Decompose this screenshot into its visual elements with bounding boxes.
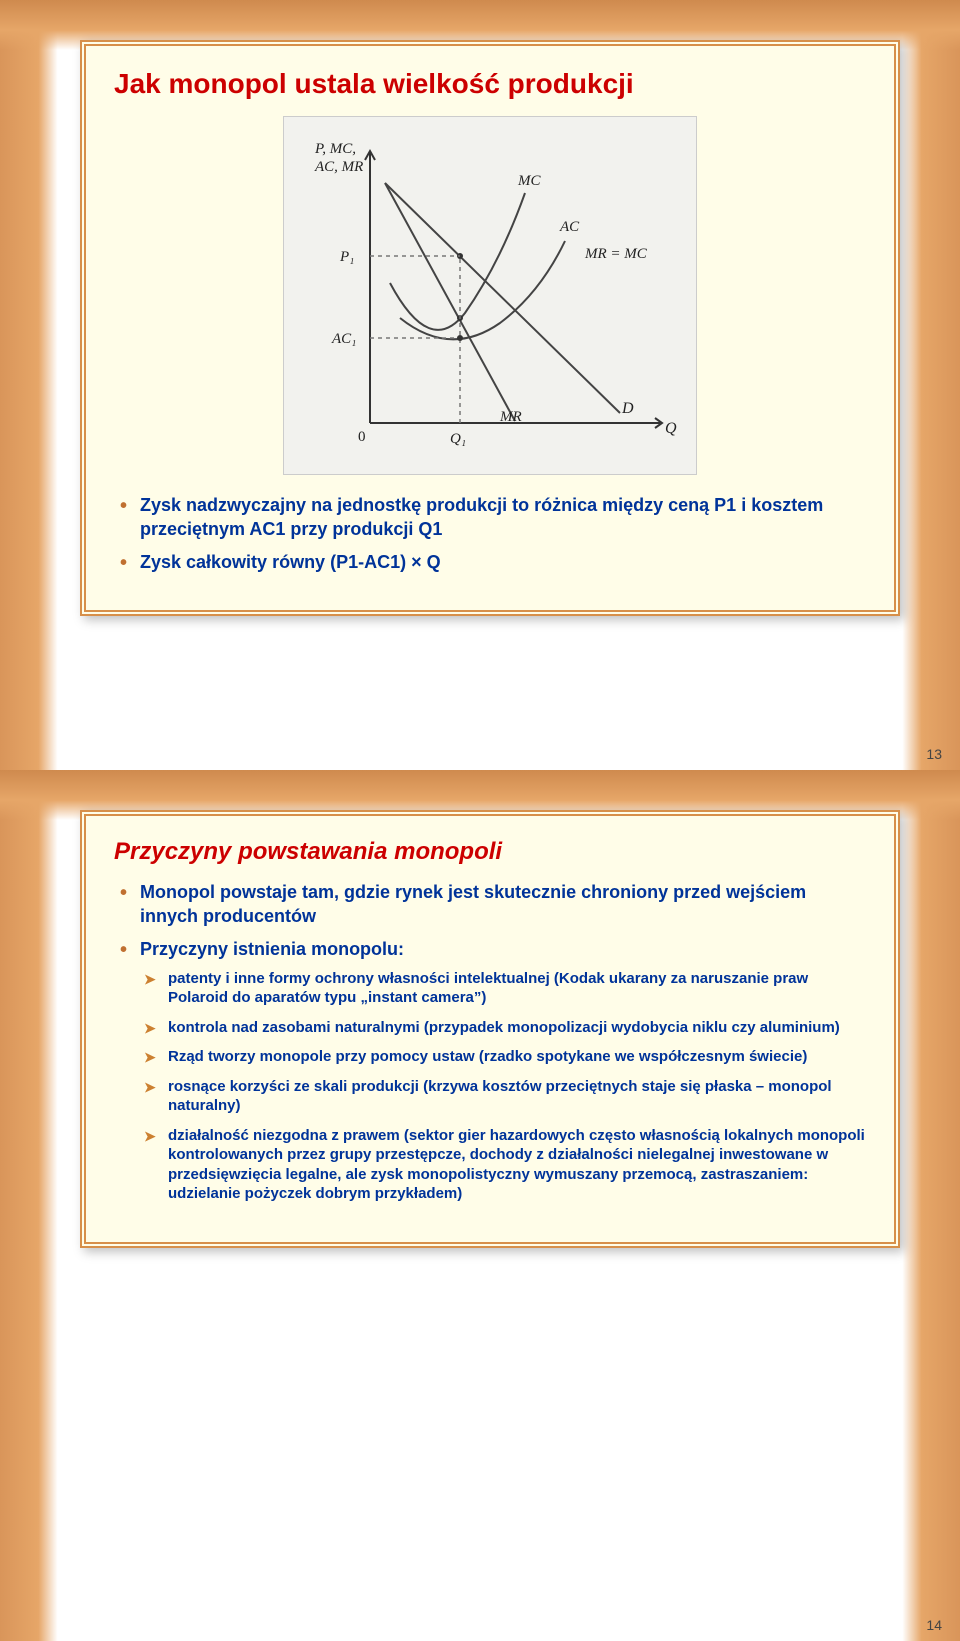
intro-list: Monopol powstaje tam, gdzie rynek jest s… [114, 880, 866, 961]
reason-item: kontrola nad zasobami naturalnymi (przyp… [144, 1018, 866, 1038]
chart-mc-label: MC [517, 173, 541, 189]
slide-title: Jak monopol ustala wielkość produkcji [114, 68, 866, 100]
slide-14: Przyczyny powstawania monopoli Monopol p… [0, 770, 960, 1641]
slide-13: Jak monopol ustala wielkość produkcji [0, 0, 960, 770]
slide-content: Jak monopol ustala wielkość produkcji [80, 40, 900, 616]
reasons-list: patenty i inne formy ochrony własności i… [114, 969, 866, 1204]
slide-content: Przyczyny powstawania monopoli Monopol p… [80, 810, 900, 1248]
chart-origin-label: 0 [358, 429, 366, 445]
chart-q-label: Q [665, 420, 677, 437]
chart-eq-label: MR = MC [584, 246, 648, 262]
reason-item: działalność niezgodna z prawem (sektor g… [144, 1126, 866, 1204]
page-number: 14 [926, 1617, 942, 1633]
reason-item: rosnące korzyści ze skali produkcji (krz… [144, 1077, 866, 1116]
intro-item: Monopol powstaje tam, gdzie rynek jest s… [120, 880, 866, 929]
page-number: 13 [926, 746, 942, 762]
bullet-item: Zysk nadzwyczajny na jednostkę produkcji… [120, 493, 866, 542]
bullet-item: Zysk całkowity równy (P1-AC1) × Q [120, 550, 866, 574]
bullet-list: Zysk nadzwyczajny na jednostkę produkcji… [114, 493, 866, 574]
chart-d-label: D [621, 400, 634, 417]
chart-y-axis-label: P, MC, [314, 141, 356, 157]
monopoly-chart: P, MC, AC, MR 0 Q Q₁ P₁ AC₁ MC AC MR D M… [283, 116, 697, 475]
chart-mr-label: MR [499, 409, 522, 425]
chart-p1-label: P₁ [339, 249, 354, 265]
reason-item: Rząd tworzy monopole przy pomocy ustaw (… [144, 1047, 866, 1067]
chart-q1-label: Q₁ [450, 431, 466, 447]
reason-item: patenty i inne formy ochrony własności i… [144, 969, 866, 1008]
intro-item: Przyczyny istnienia monopolu: [120, 937, 866, 961]
chart-container: P, MC, AC, MR 0 Q Q₁ P₁ AC₁ MC AC MR D M… [114, 116, 866, 475]
chart-ac-label: AC [559, 219, 580, 235]
chart-y-axis-label-2: AC, MR [314, 159, 363, 175]
slide-title: Przyczyny powstawania monopoli [114, 838, 866, 866]
chart-ac1-label: AC₁ [331, 331, 356, 347]
